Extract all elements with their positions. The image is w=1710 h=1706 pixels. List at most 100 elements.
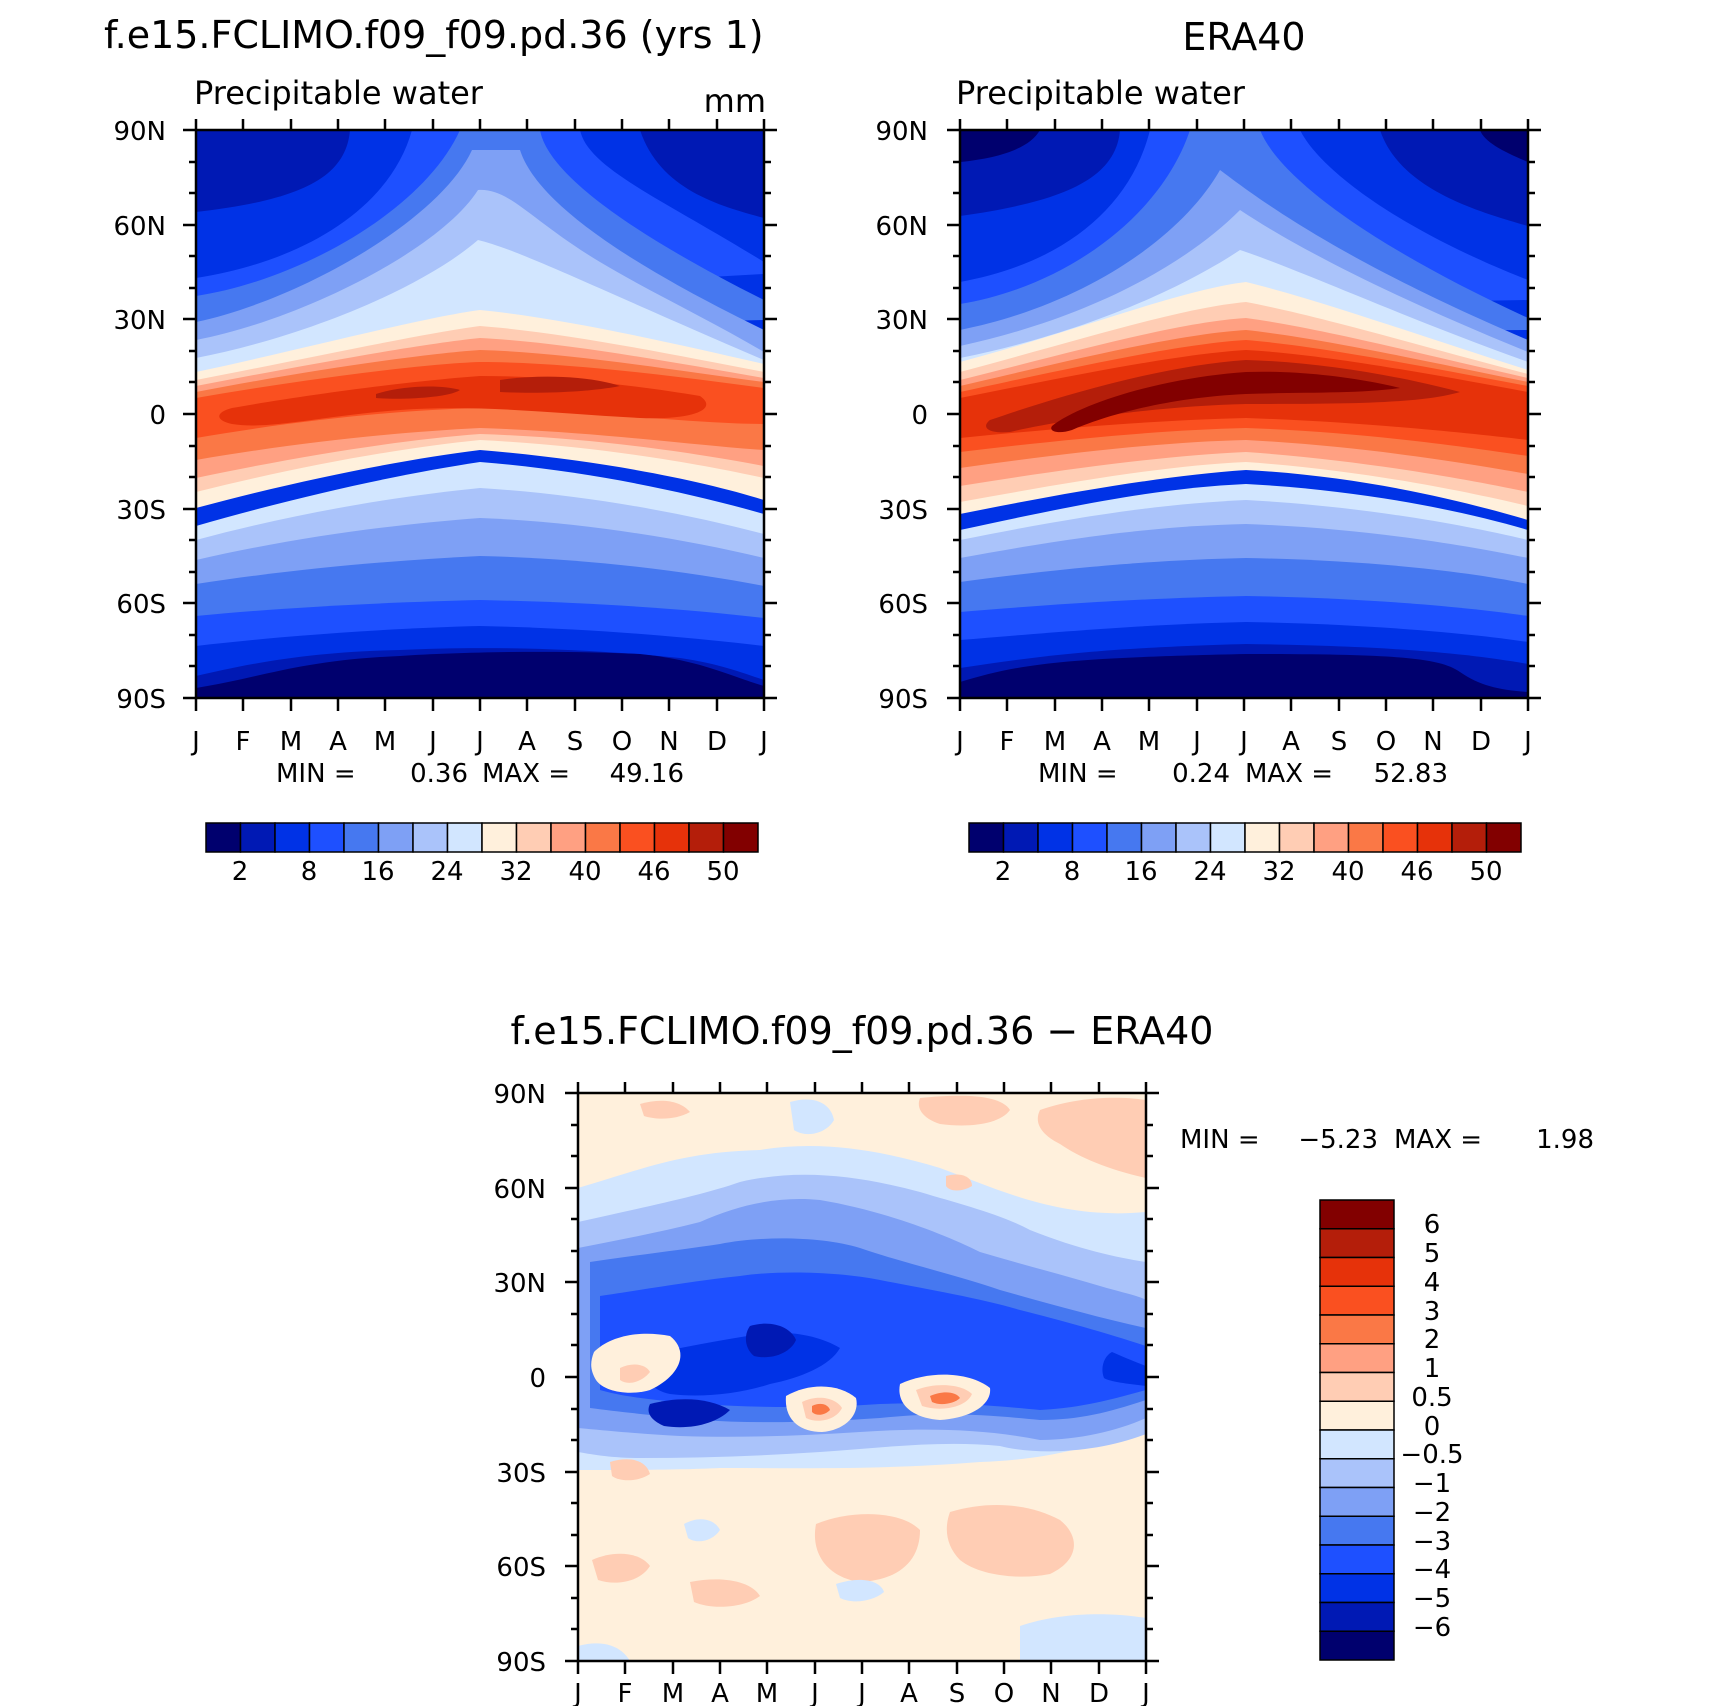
colorbar-swatch [1319,1601,1395,1632]
y-tick-label: 60S [878,590,928,620]
x-tick-label: S [567,727,584,757]
colorbar-tick-label: 24 [430,857,463,887]
colorbar-swatch [377,822,414,853]
x-tick-label: A [329,727,347,757]
x-tick-label: A [711,1679,729,1706]
panel-model-y-ticks: 90N 60N 30N 0 30S 60S 90S [113,117,166,715]
x-tick-label: J [474,727,484,757]
panel-obs-colorbar-labels: 2 8 16 24 32 40 46 50 [995,857,1503,887]
x-tick-label: N [1423,727,1442,757]
y-tick-label: 90S [878,685,928,715]
panel-obs: ERA40 Precipitable water [875,15,1541,887]
colorbar-tick-label: 0 [1424,1412,1441,1442]
colorbar-swatch [722,822,759,853]
colorbar-swatch [1071,822,1108,853]
panel-diff-y-ticks: 90N 60N 30N 0 30S 60S 90S [493,1080,546,1678]
panel-model-title: f.e15.FCLIMO.f09_f09.pd.36 (yrs 1) [104,13,764,57]
x-tick-label: A [518,727,536,757]
x-tick-label: O [994,1679,1014,1706]
colorbar-swatch [1244,822,1281,853]
colorbar-swatch [653,822,690,853]
panel-model-units: mm [704,82,766,120]
colorbar-tick-label: 16 [1124,857,1157,887]
colorbar-swatch [584,822,621,853]
colorbar-tick-label: 2 [1424,1325,1441,1355]
colorbar-tick-label: 3 [1424,1297,1441,1327]
y-tick-label: 30N [875,306,928,336]
x-tick-label: A [1093,727,1111,757]
y-tick-label: 30S [878,496,928,526]
y-tick-label: 60N [875,212,928,242]
x-tick-label: S [1331,727,1348,757]
x-tick-label: J [954,727,964,757]
max-label: MAX = [482,759,570,789]
colorbar-swatch [688,822,725,853]
colorbar-swatch [481,822,518,853]
colorbar-tick-label: 50 [706,857,739,887]
x-tick-label: D [1089,1679,1109,1706]
colorbar-swatch [205,822,242,853]
min-value: −5.23 [1298,1125,1378,1155]
panel-model: f.e15.FCLIMO.f09_f09.pd.36 (yrs 1) Preci… [104,13,777,887]
x-tick-label: S [949,1679,966,1706]
panel-diff-frame [565,1082,1159,1674]
colorbar-swatch [1319,1256,1395,1287]
panel-model-frame [183,119,777,711]
x-tick-label: D [1471,727,1491,757]
colorbar-swatch [1319,1400,1395,1431]
panel-model-subtitle: Precipitable water [194,74,484,112]
y-tick-label: 30N [113,306,166,336]
y-tick-label: 90N [113,117,166,147]
x-tick-label: A [900,1679,918,1706]
panel-diff-x-ticks: J F M A M J J A S O N D J [572,1679,1150,1706]
x-tick-label: O [1376,727,1396,757]
x-tick-label: M [1044,727,1066,757]
colorbar-tick-label: −0.5 [1400,1440,1463,1470]
colorbar-tick-label: 0.5 [1411,1383,1452,1413]
x-tick-label: M [374,727,396,757]
colorbar-swatch [1319,1544,1395,1575]
x-tick-label: M [662,1679,684,1706]
y-tick-label: 90S [496,1648,546,1678]
colorbar-tick-label: −6 [1413,1613,1451,1643]
y-tick-label: 0 [149,401,166,431]
y-tick-label: 60N [113,212,166,242]
colorbar-tick-label: 2 [995,857,1012,887]
panel-model-x-ticks: J F M A M J J A S O N D J [190,727,768,757]
colorbar-tick-label: 8 [301,857,318,887]
min-value: 0.36 [410,759,468,789]
colorbar-swatch [1319,1429,1395,1460]
colorbar-swatch [239,822,276,853]
colorbar-swatch [1313,822,1350,853]
colorbar-swatch [1319,1228,1395,1259]
x-tick-label: F [1000,727,1015,757]
colorbar-swatch [343,822,380,853]
colorbar-tick-label: 8 [1064,857,1081,887]
min-label: MIN = [1038,759,1118,789]
max-label: MAX = [1394,1125,1482,1155]
x-tick-label: J [1140,1679,1150,1706]
panel-diff-minmax: MIN = −5.23 MAX = 1.98 [1180,1125,1594,1155]
max-value: 1.98 [1536,1125,1594,1155]
x-tick-label: J [190,727,200,757]
colorbar-swatch [619,822,656,853]
panel-diff-colorbar [1319,1199,1395,1661]
colorbar-swatch [1319,1285,1395,1316]
colorbar-tick-label: 32 [1262,857,1295,887]
panel-diff-colorbar-labels: 6 5 4 3 2 1 0.5 0 −0.5 −1 −2 −3 −4 −5 −6 [1400,1210,1463,1643]
max-label: MAX = [1245,759,1333,789]
colorbar-swatch [1002,822,1039,853]
y-tick-label: 30S [496,1459,546,1489]
colorbar-tick-label: 40 [1331,857,1364,887]
x-tick-label: M [1138,727,1160,757]
colorbar-swatch [1416,822,1453,853]
colorbar-swatch [1319,1314,1395,1345]
colorbar-swatch [1319,1199,1395,1230]
colorbar-tick-label: −4 [1413,1555,1451,1585]
colorbar-swatch [1485,822,1522,853]
panel-diff-title: f.e15.FCLIMO.f09_f09.pd.36 − ERA40 [511,1009,1214,1053]
y-tick-label: 90N [875,117,928,147]
panel-obs-plot [960,130,1528,698]
x-tick-label: M [756,1679,778,1706]
